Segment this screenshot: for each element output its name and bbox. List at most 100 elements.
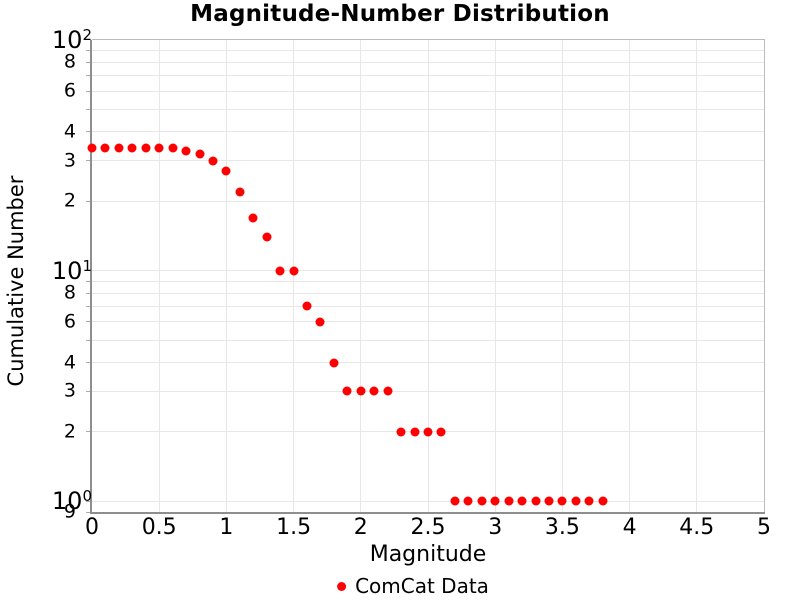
gridline-x (360, 40, 362, 512)
spine-top (92, 39, 765, 40)
data-point (477, 496, 487, 506)
data-point (100, 143, 110, 153)
data-point (248, 213, 258, 223)
data-point (557, 496, 567, 506)
x-tick-label: 5 (757, 515, 771, 540)
y-tick-label-major: 102 (51, 26, 92, 54)
y-tick-label-minor: 3 (63, 379, 76, 402)
data-point (356, 386, 366, 396)
gridline-x (561, 40, 563, 512)
y-tick-label-minor: 3 (63, 149, 76, 172)
y-tick-mark (86, 339, 90, 341)
y-tick-mark (86, 292, 90, 294)
data-point (490, 496, 500, 506)
y-tick-label-minor: 9 (63, 500, 76, 523)
y-tick-mark (86, 305, 90, 307)
y-tick-mark (86, 131, 90, 133)
y-tick-mark (86, 108, 90, 110)
x-tick-label: 4.5 (679, 515, 715, 540)
data-point (221, 166, 231, 176)
data-point (329, 358, 339, 368)
y-tick-label-major: 101 (51, 256, 92, 285)
y-tick-mark (86, 200, 90, 202)
data-point (423, 427, 433, 437)
spine-left (90, 40, 92, 514)
y-tick-label-minor: 8 (63, 50, 76, 73)
y-tick-mark (86, 511, 90, 513)
data-point (517, 496, 527, 506)
y-tick-label-minor: 4 (63, 351, 76, 374)
y-tick-mark (86, 61, 90, 63)
data-point (262, 232, 272, 242)
gridline-x (427, 40, 429, 512)
data-point (181, 146, 191, 156)
data-point (369, 386, 379, 396)
gridline-x (158, 40, 160, 512)
legend: ComCat Data (337, 575, 489, 597)
data-point (168, 143, 178, 153)
x-tick-label: 1.5 (276, 515, 312, 540)
data-point (141, 143, 151, 153)
x-tick-label: 0.5 (141, 515, 177, 540)
y-tick-label-minor: 6 (63, 79, 76, 102)
data-point (315, 317, 325, 327)
data-point (450, 496, 460, 506)
data-point (544, 496, 554, 506)
y-tick-mark (86, 75, 90, 77)
legend-marker-dot (337, 581, 347, 591)
data-point (114, 143, 124, 153)
x-tick-label: 3.5 (544, 515, 580, 540)
data-point (302, 301, 312, 311)
x-tick-label: 0 (85, 515, 99, 540)
y-tick-label-minor: 2 (63, 189, 76, 212)
gridline-x (293, 40, 295, 512)
y-tick-mark (86, 431, 90, 433)
gridline-x (494, 40, 496, 512)
gridline-x (225, 40, 227, 512)
data-point (195, 149, 205, 159)
y-tick-label-minor: 6 (63, 310, 76, 333)
spine-right (764, 40, 765, 512)
data-point (571, 496, 581, 506)
y-tick-mark (86, 160, 90, 162)
y-tick-mark (86, 500, 90, 502)
data-point (504, 496, 514, 506)
x-axis-label: Magnitude (369, 542, 487, 567)
data-point (275, 266, 285, 276)
y-tick-mark (86, 362, 90, 364)
data-point (598, 496, 608, 506)
y-tick-mark (86, 50, 90, 52)
y-tick-mark (86, 280, 90, 282)
x-tick-label: 2.5 (410, 515, 446, 540)
data-point (235, 187, 245, 197)
data-point (154, 143, 164, 153)
y-tick-label-minor: 8 (63, 281, 76, 304)
legend-label: ComCat Data (355, 574, 489, 598)
y-tick-mark (86, 321, 90, 323)
y-tick-mark (86, 90, 90, 92)
gridline-x (696, 40, 698, 512)
data-point (463, 496, 473, 506)
data-point (127, 143, 137, 153)
spine-bottom (90, 512, 765, 514)
y-tick-mark (86, 390, 90, 392)
gridline-x (629, 40, 631, 512)
data-point (342, 386, 352, 396)
data-point (208, 156, 218, 166)
data-point (531, 496, 541, 506)
data-point (396, 427, 406, 437)
chart-title: Magnitude-Number Distribution (190, 1, 610, 27)
data-point (436, 427, 446, 437)
data-point (383, 386, 393, 396)
data-point (410, 427, 420, 437)
x-tick-label: 4 (622, 515, 637, 540)
y-tick-mark (86, 270, 90, 272)
y-tick-label-minor: 4 (63, 120, 76, 143)
x-tick-label: 3 (488, 515, 503, 540)
x-tick-label: 2 (353, 515, 368, 540)
y-tick-label-minor: 2 (63, 420, 76, 443)
x-tick-label: 1 (219, 515, 234, 540)
data-point (289, 266, 299, 276)
data-point (87, 143, 97, 153)
data-point (584, 496, 594, 506)
